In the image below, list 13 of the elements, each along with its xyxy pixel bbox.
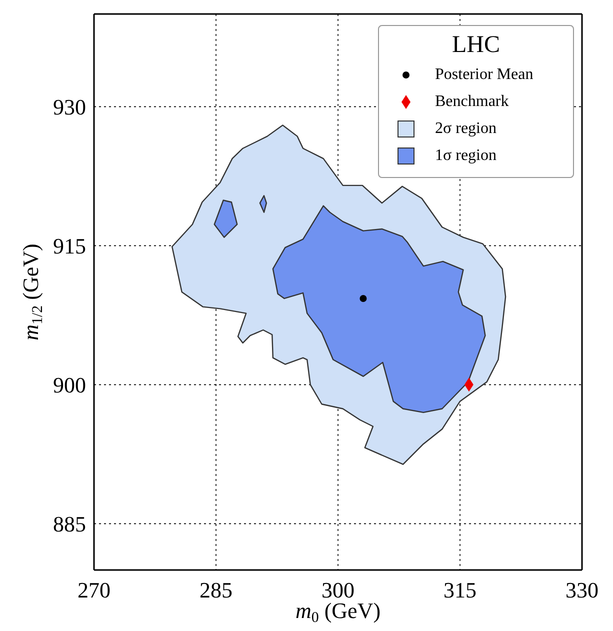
y-tick-label: 885: [53, 511, 86, 536]
legend-label: 1σ region: [435, 146, 496, 164]
y-tick-label: 915: [53, 233, 86, 258]
legend-label: Benchmark: [435, 92, 509, 110]
y-tick-label: 930: [53, 94, 86, 120]
y-tick-label: 900: [53, 372, 86, 398]
legend-label: Posterior Mean: [435, 66, 534, 84]
x-tick-label: 315: [444, 578, 476, 603]
legend-title: LHC: [451, 32, 501, 59]
x-tick-label: 270: [78, 578, 110, 603]
x-tick-label: 285: [200, 578, 232, 603]
x-tick-label: 330: [566, 578, 598, 603]
legend-label: 2σ region: [435, 120, 496, 138]
